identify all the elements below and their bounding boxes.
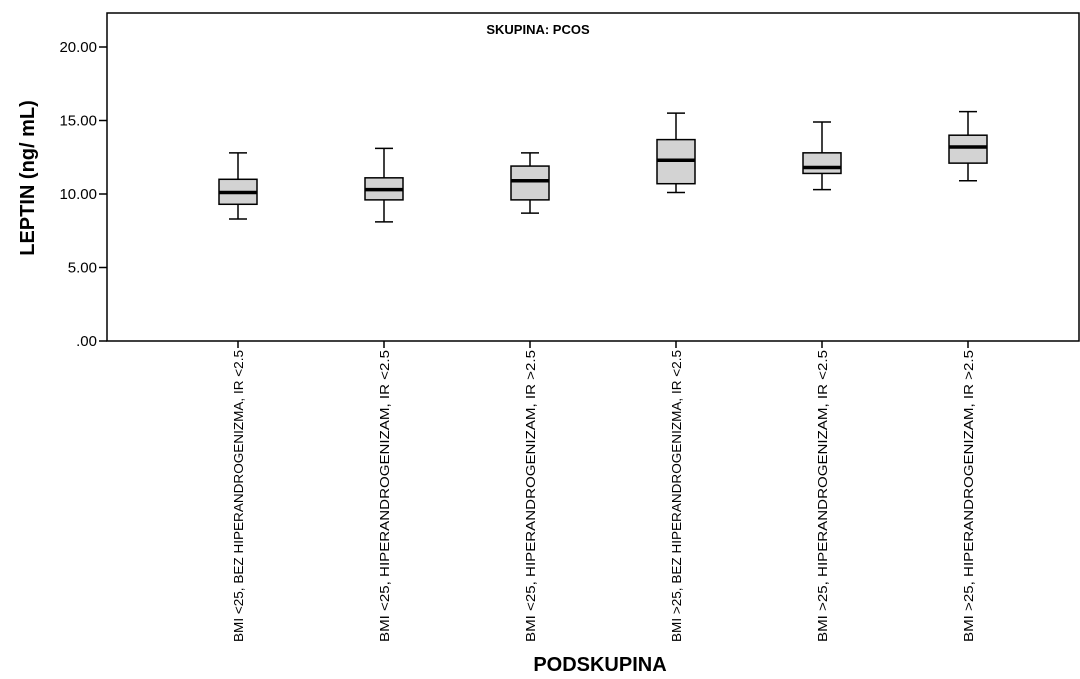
plot-frame xyxy=(106,12,1080,342)
y-tick-label: 10.00 xyxy=(59,186,97,203)
box-2 xyxy=(364,147,404,223)
x-category-label: BMI <25, HIPERANDROGENIZAM, IR <2.5 xyxy=(377,350,392,642)
box-4 xyxy=(656,112,696,194)
box-iqr xyxy=(802,152,842,175)
x-category-label: BMI >25, BEZ HIPERANDROGENIZMA, IR <2.5 xyxy=(669,350,684,642)
box-iqr xyxy=(948,134,988,164)
box-iqr xyxy=(510,165,550,201)
y-axis-title: LEPTIN (ng/ mL) xyxy=(17,100,39,256)
chart-title: SKUPINA: PCOS xyxy=(486,22,590,37)
x-axis-title: PODSKUPINA xyxy=(533,654,666,676)
box-1 xyxy=(218,152,258,220)
y-tick-label: 20.00 xyxy=(59,39,97,56)
x-category-label: BMI <25, HIPERANDROGENIZAM, IR >2.5 xyxy=(523,350,538,642)
y-tick-label: .00 xyxy=(76,333,97,350)
x-category-label: BMI >25, HIPERANDROGENIZAM, IR <2.5 xyxy=(815,350,830,642)
box-series xyxy=(218,110,988,223)
x-axis-category-labels: BMI <25, BEZ HIPERANDROGENIZMA, IR <2.5 B… xyxy=(231,341,976,642)
y-tick-label: 5.00 xyxy=(68,260,97,277)
x-category-label: BMI >25, HIPERANDROGENIZAM, IR >2.5 xyxy=(961,350,976,642)
y-tick-label: 15.00 xyxy=(59,113,97,130)
box-5 xyxy=(802,121,842,191)
box-6 xyxy=(948,110,988,182)
box-3 xyxy=(510,152,550,214)
x-category-label: BMI <25, BEZ HIPERANDROGENIZMA, IR <2.5 xyxy=(231,350,246,642)
y-axis-ticks: .00 5.00 10.00 15.00 20.00 xyxy=(59,39,107,350)
